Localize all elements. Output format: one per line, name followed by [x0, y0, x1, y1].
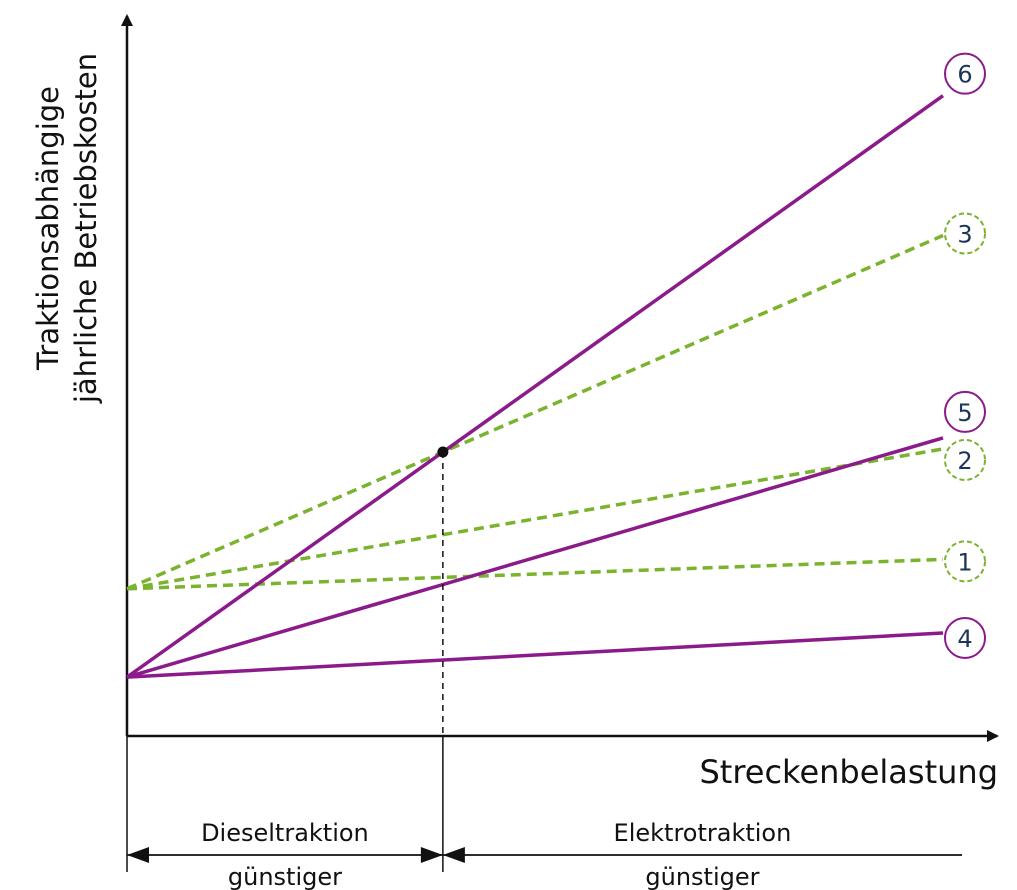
- electric-arrow-head: [443, 847, 465, 863]
- series-line-6: [127, 96, 943, 677]
- intersection-point: [437, 447, 448, 458]
- diesel-arrow-left-head: [127, 847, 149, 863]
- region-diesel-label-line-2: günstiger: [228, 863, 342, 890]
- y-axis-label-line-2: jährliche Betriebskosten: [69, 53, 103, 404]
- series-label-6: 6: [957, 61, 972, 89]
- y-axis-label: Traktionsabhängige jährliche Betriebskos…: [31, 53, 103, 404]
- y-axis-label-line-1: Traktionsabhängige: [31, 86, 65, 371]
- series-line-2: [127, 449, 943, 589]
- series-label-2: 2: [957, 447, 972, 475]
- region-electric-label-line-2: günstiger: [645, 863, 759, 890]
- series-layer: 1 2 3 4 5 6: [127, 54, 985, 677]
- series-label-4: 4: [957, 625, 972, 653]
- series-line-1: [127, 559, 943, 588]
- x-axis-label: Streckenbelastung: [699, 753, 998, 791]
- series-label-5: 5: [957, 399, 972, 427]
- series-label-1: 1: [957, 548, 972, 576]
- diesel-arrow-right-head: [421, 847, 443, 863]
- series-line-3: [127, 236, 943, 589]
- region-electric-label-line-1: Elektrotraktion: [614, 819, 792, 847]
- region-diesel-label-line-1: Dieseltraktion: [201, 819, 369, 847]
- series-label-3: 3: [957, 221, 972, 249]
